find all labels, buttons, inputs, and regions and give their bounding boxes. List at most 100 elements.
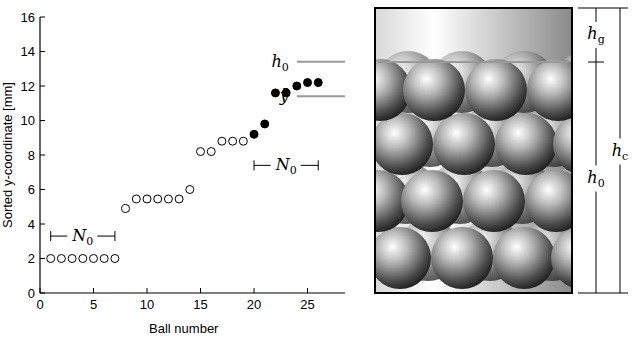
ball (431, 227, 493, 289)
y-tick-label: 8 (28, 148, 35, 163)
y-tick-label: 14 (21, 44, 35, 59)
dimension-label: hc (612, 141, 628, 163)
x-tick-label: 0 (36, 297, 43, 312)
reference-label: h0 (272, 52, 289, 74)
label-patch (611, 139, 629, 165)
open-point (175, 195, 183, 203)
filled-point (261, 120, 269, 128)
x-tick (147, 288, 148, 293)
y-tick (40, 17, 45, 18)
open-point (186, 186, 194, 194)
filled-point (271, 89, 279, 97)
filled-point (250, 130, 258, 138)
ball (495, 113, 557, 175)
ball (375, 227, 431, 289)
y-tick (40, 86, 45, 87)
reference-label-base: ȳ (279, 86, 290, 105)
bracket-end (50, 231, 51, 241)
y-tick (40, 189, 45, 190)
open-point (132, 195, 140, 203)
open-point (47, 255, 55, 263)
y-tick-label: 12 (21, 79, 35, 94)
y-tick (40, 293, 45, 294)
bracket-label-sub: 0 (86, 235, 93, 248)
ball (401, 170, 463, 232)
dimension-label: hg (587, 24, 604, 46)
label-patch (67, 226, 97, 248)
balls (375, 51, 572, 289)
fill-level-line (378, 61, 569, 63)
open-point (122, 204, 130, 212)
open-point (143, 195, 151, 203)
ball (551, 227, 572, 289)
open-point (164, 195, 172, 203)
y-tick (40, 120, 45, 121)
filled-point (314, 79, 322, 87)
open-point (90, 255, 98, 263)
dimension-label-sub: 0 (598, 177, 605, 190)
y-tick-label: 16 (21, 10, 35, 25)
open-point (239, 137, 247, 145)
bracket-label-base: N (71, 226, 87, 245)
open-point (111, 255, 119, 263)
plot-data (47, 62, 345, 263)
bracket-end (114, 231, 115, 241)
filled-point (304, 79, 312, 87)
x-axis-line (40, 292, 345, 293)
open-point (100, 255, 108, 263)
x-axis-title: Ball number (149, 321, 219, 336)
dimension-label-sub: g (598, 33, 605, 46)
x-tick-label: 25 (300, 297, 314, 312)
ball (465, 59, 527, 121)
y-tick-label: 2 (28, 251, 35, 266)
dimension-label: h0 (587, 168, 604, 190)
open-point (229, 137, 237, 145)
label-patch (586, 22, 605, 48)
open-point (218, 137, 226, 145)
x-tick (307, 288, 308, 293)
x-tick-label: 20 (247, 297, 261, 312)
bracket-end (318, 160, 319, 170)
x-tick-label: 15 (193, 297, 207, 312)
open-point (207, 148, 215, 156)
open-point (154, 195, 162, 203)
ball (493, 227, 555, 289)
x-tick (93, 288, 94, 293)
ball (525, 170, 572, 232)
y-tick-label: 0 (28, 286, 35, 301)
ball (527, 59, 572, 121)
reference-label: ȳ (279, 86, 290, 105)
filled-point (293, 82, 301, 90)
x-tick (40, 288, 41, 293)
bracket-label: N0 (71, 226, 93, 248)
label-patch (271, 155, 301, 177)
dimension-label-base: h (587, 24, 597, 43)
dim-line (596, 8, 597, 293)
x-tick-label: 10 (140, 297, 154, 312)
bracket-label-sub: 0 (290, 164, 297, 177)
dimension-label-sub: c (622, 150, 628, 163)
ball (463, 170, 525, 232)
y-tick (40, 155, 45, 156)
y-tick (40, 51, 45, 52)
y-tick-label: 4 (28, 217, 35, 232)
y-tick (40, 224, 45, 225)
dimension-label-base: h (612, 141, 622, 160)
reference-line (297, 61, 345, 63)
reference-line (297, 95, 345, 97)
open-point (79, 255, 87, 263)
y-axis-title: Sorted y-coordinate [mm] (0, 82, 15, 228)
bracket-label-base: N (275, 155, 291, 174)
container-frame (375, 8, 572, 293)
ball (433, 113, 495, 175)
bracket-label: N0 (275, 155, 297, 177)
x-tick-label: 5 (90, 297, 97, 312)
reference-label-base: h (272, 52, 282, 71)
y-tick-label: 10 (21, 113, 35, 128)
figure: 0 2 4 6 8 10 12 14 16 0 5 10 15 20 25 Ball number Sorted… (0, 0, 632, 341)
x-tick (254, 288, 255, 293)
y-tick-label: 6 (28, 182, 35, 197)
ball (375, 113, 433, 175)
open-point (57, 255, 65, 263)
y-tick (40, 258, 45, 259)
